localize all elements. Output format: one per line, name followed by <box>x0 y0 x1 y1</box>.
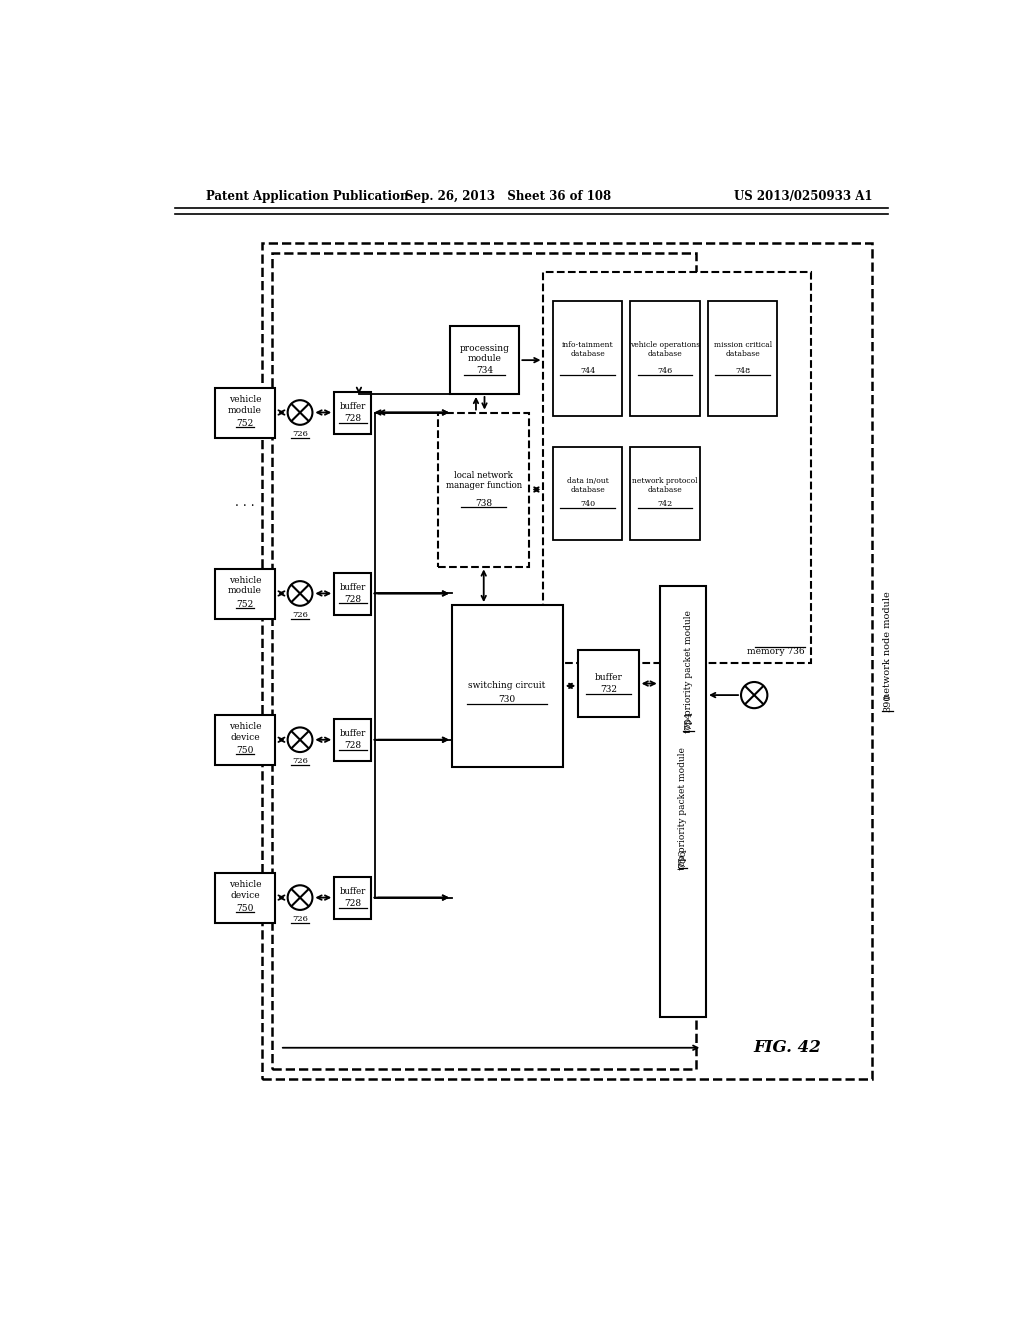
Text: . . .: . . . <box>236 496 255 510</box>
Text: vehicle
module: vehicle module <box>228 395 262 414</box>
FancyBboxPatch shape <box>579 649 639 718</box>
Text: memory 736: memory 736 <box>746 647 805 656</box>
Text: 746: 746 <box>657 367 673 375</box>
Text: network protocol
database: network protocol database <box>633 477 697 494</box>
Text: 744: 744 <box>580 367 595 375</box>
Text: network node module: network node module <box>883 591 892 698</box>
Circle shape <box>288 581 312 606</box>
Text: data in/out
database: data in/out database <box>566 477 608 494</box>
Text: 738: 738 <box>475 499 493 508</box>
Text: 726: 726 <box>292 430 308 438</box>
FancyBboxPatch shape <box>452 605 563 767</box>
Text: top priority packet module: top priority packet module <box>684 611 693 734</box>
FancyBboxPatch shape <box>544 272 811 663</box>
Text: 752: 752 <box>237 418 254 428</box>
Text: info-tainment
database: info-tainment database <box>562 341 613 358</box>
Text: 732: 732 <box>600 685 617 694</box>
Text: 726: 726 <box>292 915 308 923</box>
Text: 742: 742 <box>657 500 673 508</box>
Text: buffer: buffer <box>340 583 366 591</box>
Text: buffer: buffer <box>340 887 366 896</box>
FancyBboxPatch shape <box>334 573 372 615</box>
FancyBboxPatch shape <box>553 447 623 540</box>
Circle shape <box>288 400 312 425</box>
Text: switching circuit: switching circuit <box>468 681 546 690</box>
Text: FIG. 42: FIG. 42 <box>754 1039 821 1056</box>
Text: 754: 754 <box>684 711 693 730</box>
FancyBboxPatch shape <box>334 392 372 434</box>
Text: buffer: buffer <box>595 673 623 682</box>
Text: processing
module: processing module <box>460 343 509 363</box>
Text: top priority packet module: top priority packet module <box>678 747 687 870</box>
Text: vehicle operations
database: vehicle operations database <box>630 341 700 358</box>
FancyBboxPatch shape <box>215 388 275 438</box>
Text: buffer: buffer <box>340 729 366 738</box>
Text: vehicle
device: vehicle device <box>228 722 261 742</box>
Text: 730: 730 <box>499 696 515 704</box>
Text: 728: 728 <box>344 899 361 908</box>
Text: Sep. 26, 2013   Sheet 36 of 108: Sep. 26, 2013 Sheet 36 of 108 <box>404 190 610 203</box>
Text: 390: 390 <box>883 693 892 711</box>
FancyBboxPatch shape <box>659 586 707 1016</box>
Text: 728: 728 <box>344 414 361 424</box>
FancyBboxPatch shape <box>215 569 275 619</box>
FancyBboxPatch shape <box>630 301 700 416</box>
FancyBboxPatch shape <box>215 715 275 766</box>
Text: 728: 728 <box>344 595 361 605</box>
Text: 740: 740 <box>580 500 595 508</box>
Text: US 2013/0250933 A1: US 2013/0250933 A1 <box>733 190 872 203</box>
Text: 748: 748 <box>735 367 751 375</box>
FancyBboxPatch shape <box>553 301 623 416</box>
Circle shape <box>741 682 767 709</box>
FancyBboxPatch shape <box>438 412 529 566</box>
Text: 752: 752 <box>237 599 254 609</box>
Text: 726: 726 <box>292 758 308 766</box>
Text: 750: 750 <box>237 746 254 755</box>
Circle shape <box>288 886 312 909</box>
Text: 750: 750 <box>237 904 254 913</box>
FancyBboxPatch shape <box>334 719 372 762</box>
FancyBboxPatch shape <box>272 253 696 1069</box>
Text: local network
manager function: local network manager function <box>445 470 522 490</box>
FancyBboxPatch shape <box>334 876 372 919</box>
Text: mission critical
database: mission critical database <box>714 341 772 358</box>
Text: Patent Application Publication: Patent Application Publication <box>206 190 408 203</box>
Text: vehicle
module: vehicle module <box>228 576 262 595</box>
FancyBboxPatch shape <box>215 873 275 923</box>
FancyBboxPatch shape <box>630 447 700 540</box>
Text: 728: 728 <box>344 742 361 750</box>
Circle shape <box>288 727 312 752</box>
Text: 726: 726 <box>292 611 308 619</box>
FancyBboxPatch shape <box>708 301 777 416</box>
FancyBboxPatch shape <box>450 326 519 395</box>
Text: buffer: buffer <box>340 401 366 411</box>
Text: 734: 734 <box>476 367 494 375</box>
Text: 756: 756 <box>678 850 687 869</box>
Text: vehicle
device: vehicle device <box>228 880 261 900</box>
FancyBboxPatch shape <box>262 243 872 1078</box>
